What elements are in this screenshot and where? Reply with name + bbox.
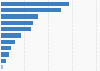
Bar: [0, 59, 6, 63]
Bar: [0, 65, 3, 69]
Bar: [0, 2, 69, 6]
Bar: [0, 52, 9, 57]
Bar: [0, 33, 21, 38]
Bar: [0, 8, 61, 12]
Bar: [0, 40, 15, 44]
Bar: [0, 21, 33, 25]
Bar: [0, 14, 38, 19]
Bar: [0, 27, 31, 31]
Bar: [0, 46, 11, 50]
